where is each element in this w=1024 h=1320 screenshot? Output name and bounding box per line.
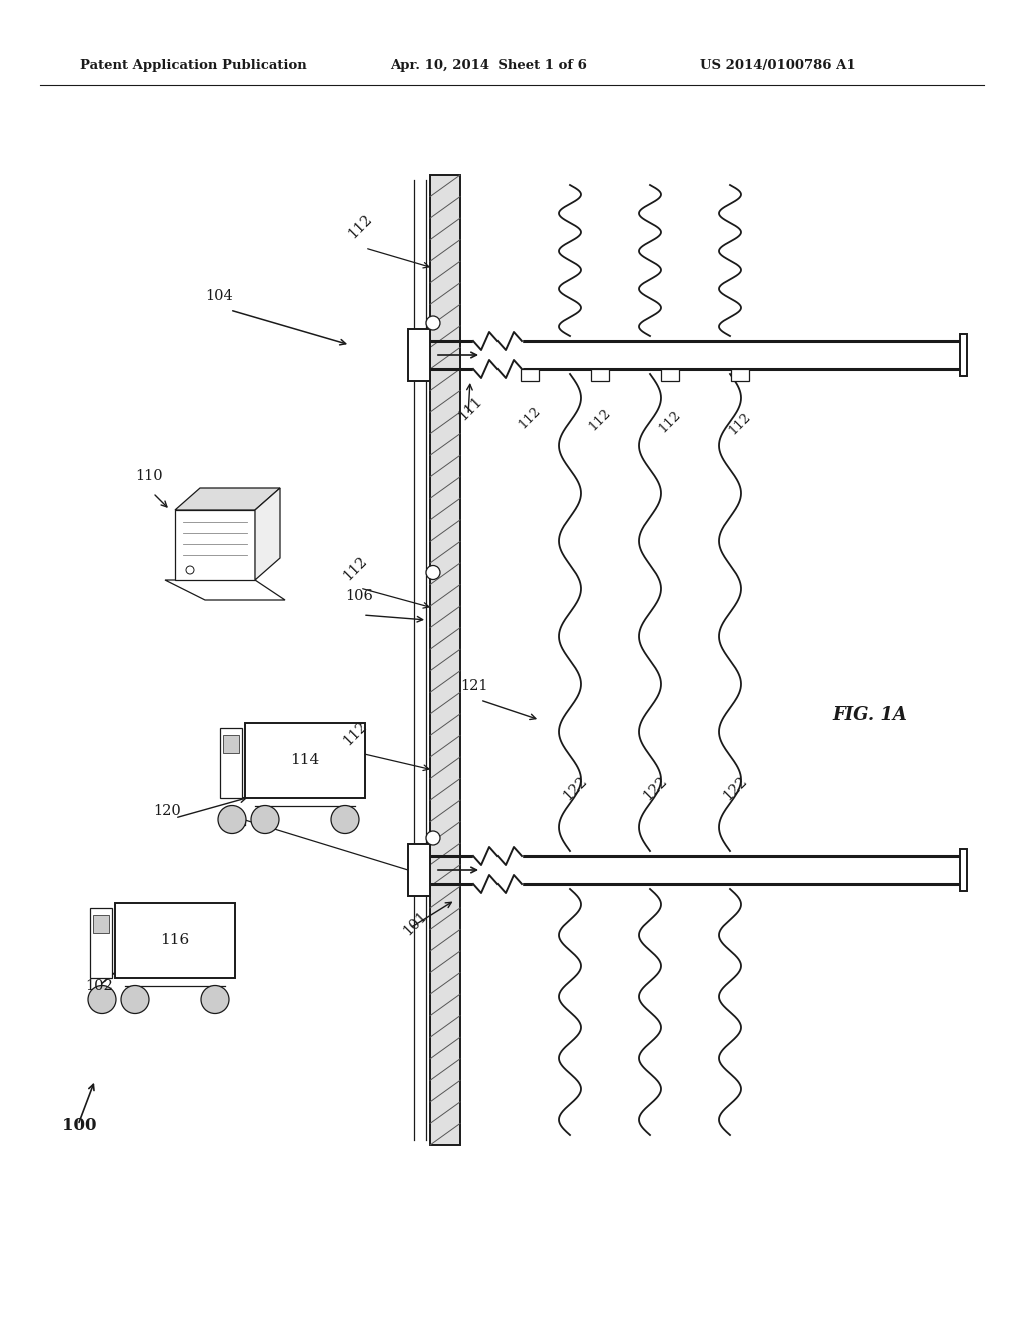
Text: 120: 120 [153,804,181,818]
Bar [961,334,967,376]
Text: FIG. 1A: FIG. 1A [833,706,907,723]
Circle shape [331,805,359,833]
Text: 112: 112 [726,411,754,437]
Text: 116: 116 [161,933,189,946]
Bar [731,370,749,381]
Text: 121: 121 [460,678,487,693]
Bar [93,915,109,932]
Polygon shape [165,579,285,601]
Text: 122: 122 [560,774,590,803]
Text: 101: 101 [400,908,429,939]
Text: Apr. 10, 2014  Sheet 1 of 6: Apr. 10, 2014 Sheet 1 of 6 [390,58,587,71]
Bar [662,370,679,381]
Bar [223,734,239,752]
Bar [961,849,967,891]
Text: 112: 112 [656,408,683,436]
Text: 112: 112 [340,718,370,748]
Circle shape [218,805,246,833]
Circle shape [426,315,440,330]
Text: 122: 122 [640,774,670,803]
Polygon shape [255,488,280,579]
Circle shape [186,566,194,574]
Text: 102: 102 [85,979,113,993]
Bar [430,176,460,1144]
Bar [175,510,255,579]
Circle shape [121,986,150,1014]
Bar [521,370,539,381]
Circle shape [251,805,279,833]
Text: 114: 114 [291,752,319,767]
Text: 122: 122 [720,774,750,803]
Polygon shape [175,488,280,510]
Bar [90,908,112,978]
Text: US 2014/0100786 A1: US 2014/0100786 A1 [700,58,856,71]
Text: 106: 106 [345,589,373,603]
Text: 104: 104 [205,289,232,304]
Bar [591,370,609,381]
Circle shape [426,565,440,579]
Circle shape [201,986,229,1014]
Circle shape [88,986,116,1014]
Text: 112: 112 [340,553,370,583]
Text: 110: 110 [135,469,163,483]
Bar [245,722,365,797]
Bar [220,727,242,797]
Text: 112: 112 [587,407,613,433]
Text: 112: 112 [516,404,544,430]
Text: 112: 112 [345,211,375,242]
Text: 100: 100 [62,1117,96,1134]
Bar [115,903,234,978]
Text: Patent Application Publication: Patent Application Publication [80,58,307,71]
Bar [408,843,430,896]
Bar [408,329,430,381]
Circle shape [426,832,440,845]
Text: 111: 111 [455,393,484,422]
